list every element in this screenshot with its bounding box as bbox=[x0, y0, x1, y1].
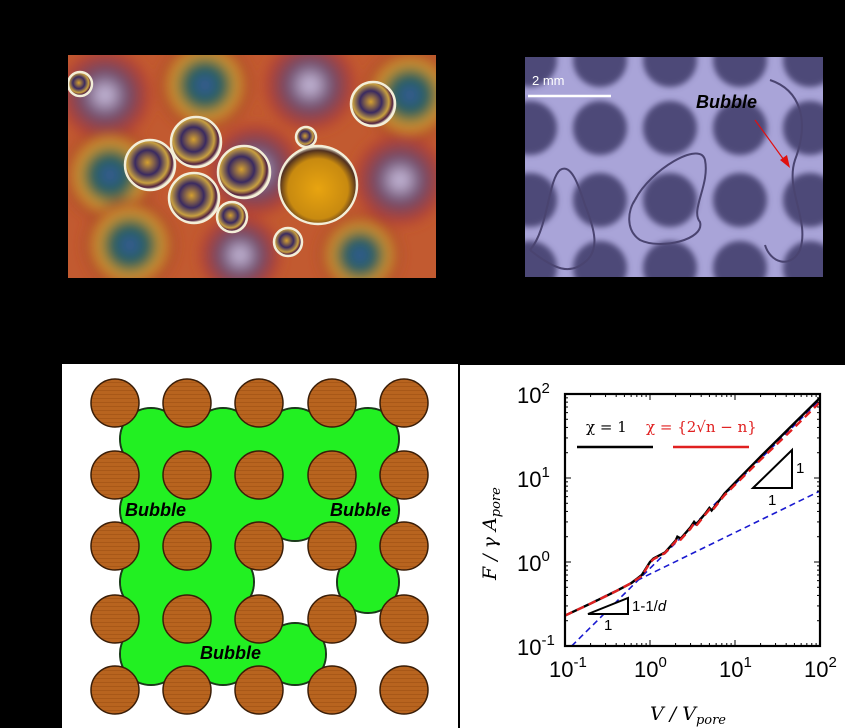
grain bbox=[379, 521, 429, 571]
grain bbox=[234, 594, 284, 644]
panel-a-droplet-photo bbox=[68, 55, 436, 278]
pillar bbox=[573, 241, 627, 277]
x-tick-exponent: 1 bbox=[743, 654, 751, 671]
x-tick-exponent: -1 bbox=[573, 654, 586, 671]
grain bbox=[90, 521, 140, 571]
bubble-label-left: Bubble bbox=[125, 500, 186, 520]
grain bbox=[90, 450, 140, 500]
grain bbox=[90, 594, 140, 644]
pillar bbox=[525, 173, 557, 227]
scale-bar-label: 2 mm bbox=[532, 73, 565, 88]
pillar bbox=[643, 57, 697, 87]
y-axis-label: F / γ Apore bbox=[479, 487, 504, 581]
series-line-2 bbox=[565, 490, 820, 617]
grain bbox=[307, 665, 357, 715]
grain bbox=[379, 594, 429, 644]
y-tick-exponent: 0 bbox=[541, 548, 549, 565]
grain bbox=[162, 378, 212, 428]
grain bbox=[379, 378, 429, 428]
slope-triangle-1-rise: 1 bbox=[796, 460, 804, 477]
plot-frame bbox=[563, 392, 822, 648]
bubble-label: Bubble bbox=[696, 92, 757, 112]
grain bbox=[234, 378, 284, 428]
slope-triangle-2-run: 1 bbox=[604, 617, 612, 634]
panel-b-micrograph: 2 mm Bubble bbox=[525, 57, 823, 277]
grain bbox=[307, 450, 357, 500]
legend-label-chi-sqrt: χ = {2√n − n} bbox=[646, 418, 757, 436]
axis-ticks bbox=[564, 393, 821, 647]
pillar bbox=[713, 57, 767, 87]
grain bbox=[162, 594, 212, 644]
grain-array bbox=[90, 378, 429, 715]
pillar bbox=[783, 57, 823, 87]
bubble-region-fill bbox=[121, 409, 398, 684]
pillar bbox=[525, 57, 557, 87]
slope-triangle-1 bbox=[750, 447, 793, 489]
grain bbox=[234, 450, 284, 500]
bubble-label-right: Bubble bbox=[330, 500, 391, 520]
y-tick-exponent: 1 bbox=[541, 464, 549, 481]
grain bbox=[90, 665, 140, 715]
panel-c-pore-schematic: Bubble Bubble Bubble bbox=[62, 364, 458, 728]
pillar bbox=[783, 101, 823, 155]
bubble-interface-outline bbox=[529, 79, 804, 271]
pillar bbox=[713, 101, 767, 155]
y-tick-label: 10-1 bbox=[517, 632, 555, 660]
pillar bbox=[713, 173, 767, 227]
legend-label-chi-1: χ = 1 bbox=[586, 418, 627, 436]
grain bbox=[307, 521, 357, 571]
pillar bbox=[643, 173, 697, 227]
pillar bbox=[643, 101, 697, 155]
slope-triangle-1-run: 1 bbox=[768, 492, 776, 509]
grain bbox=[234, 521, 284, 571]
red-arrow-head-icon bbox=[780, 155, 790, 168]
grain bbox=[162, 450, 212, 500]
grain bbox=[234, 665, 284, 715]
x-tick-exponent: 2 bbox=[828, 654, 836, 671]
slope-triangle-2 bbox=[587, 596, 629, 615]
grain bbox=[162, 521, 212, 571]
grain bbox=[307, 594, 357, 644]
pillar bbox=[643, 241, 697, 277]
red-arrow-line bbox=[754, 119, 785, 161]
pillar bbox=[573, 173, 627, 227]
grain bbox=[162, 665, 212, 715]
slope-triangle-2-rise: 1-1/d bbox=[632, 598, 667, 615]
pillar bbox=[525, 101, 557, 155]
y-tick-exponent: 2 bbox=[541, 380, 549, 397]
x-axis-label: V / Vpore bbox=[650, 703, 726, 728]
x-tick-label: 101 bbox=[719, 654, 752, 682]
grain bbox=[379, 450, 429, 500]
grain bbox=[90, 378, 140, 428]
grain bbox=[307, 378, 357, 428]
plot-series bbox=[565, 396, 820, 646]
y-tick-label: 102 bbox=[517, 380, 550, 408]
series-line-1 bbox=[565, 401, 820, 617]
bubble-label-bottom: Bubble bbox=[200, 643, 261, 663]
x-tick-label: 10-1 bbox=[549, 654, 587, 682]
y-tick-exponent: -1 bbox=[541, 632, 554, 649]
oil-droplets bbox=[68, 70, 397, 258]
pillar bbox=[573, 57, 627, 87]
pillar bbox=[713, 241, 767, 277]
pillar bbox=[573, 101, 627, 155]
x-tick-exponent: 0 bbox=[658, 654, 666, 671]
pillar bbox=[783, 241, 823, 277]
grain bbox=[379, 665, 429, 715]
